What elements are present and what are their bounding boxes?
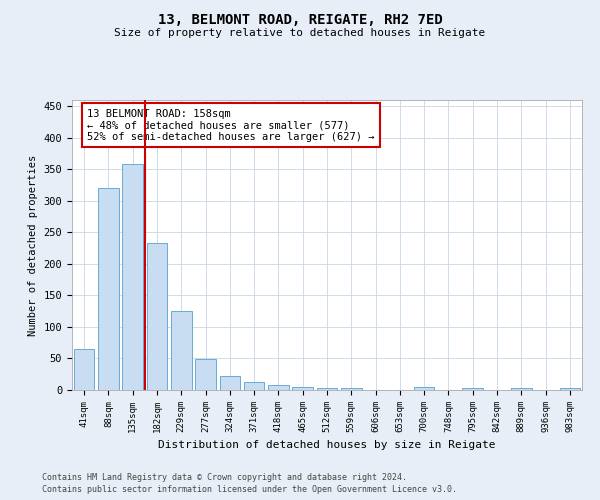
X-axis label: Distribution of detached houses by size in Reigate: Distribution of detached houses by size … bbox=[158, 440, 496, 450]
Bar bbox=[220, 376, 240, 390]
Bar bbox=[560, 388, 580, 390]
Bar bbox=[511, 388, 532, 390]
Text: Size of property relative to detached houses in Reigate: Size of property relative to detached ho… bbox=[115, 28, 485, 38]
Bar bbox=[414, 388, 434, 390]
Bar bbox=[195, 359, 216, 390]
Text: Contains HM Land Registry data © Crown copyright and database right 2024.: Contains HM Land Registry data © Crown c… bbox=[42, 472, 407, 482]
Text: Contains public sector information licensed under the Open Government Licence v3: Contains public sector information licen… bbox=[42, 485, 457, 494]
Bar bbox=[146, 243, 167, 390]
Bar bbox=[341, 388, 362, 390]
Bar bbox=[292, 387, 313, 390]
Bar bbox=[244, 382, 265, 390]
Bar bbox=[122, 164, 143, 390]
Bar bbox=[74, 349, 94, 390]
Bar bbox=[268, 385, 289, 390]
Bar bbox=[317, 388, 337, 390]
Text: 13, BELMONT ROAD, REIGATE, RH2 7ED: 13, BELMONT ROAD, REIGATE, RH2 7ED bbox=[158, 12, 442, 26]
Bar bbox=[171, 311, 191, 390]
Y-axis label: Number of detached properties: Number of detached properties bbox=[28, 154, 38, 336]
Bar bbox=[463, 388, 483, 390]
Bar bbox=[98, 188, 119, 390]
Text: 13 BELMONT ROAD: 158sqm
← 48% of detached houses are smaller (577)
52% of semi-d: 13 BELMONT ROAD: 158sqm ← 48% of detache… bbox=[88, 108, 375, 142]
